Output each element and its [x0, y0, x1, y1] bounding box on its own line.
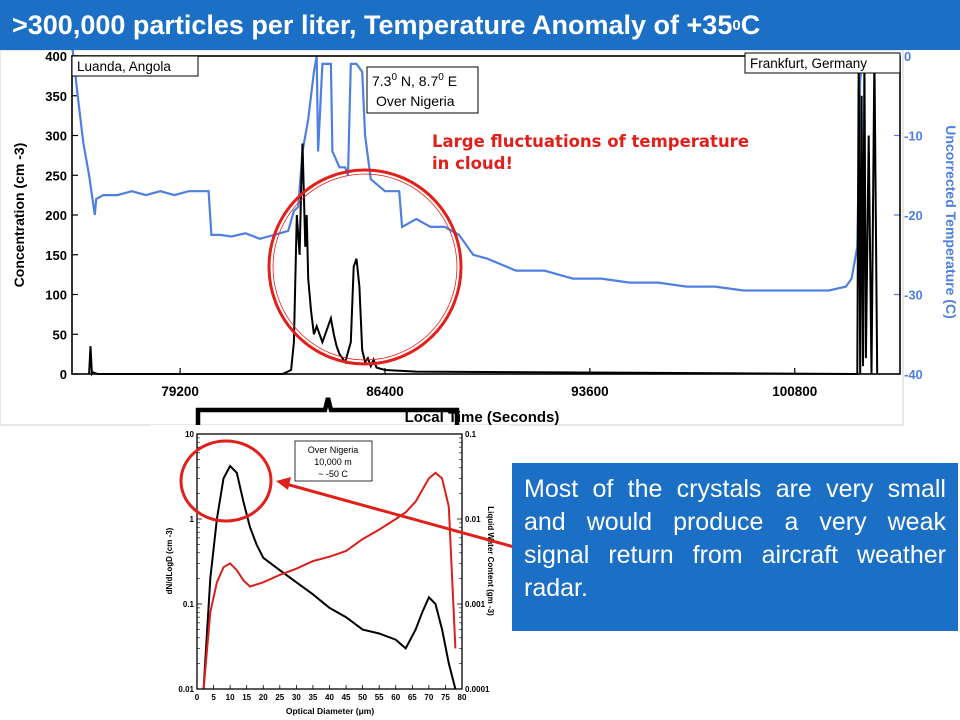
y-axis-right-label: Uncorrected Temperature (C): [943, 125, 959, 318]
temperature-series-line: [71, 50, 865, 292]
inset-y-left-tick-label: 10: [185, 430, 194, 439]
y-right-tick-label: -20: [904, 208, 923, 223]
inset-legend-line1: Over Nigeria: [308, 445, 359, 455]
title-main: >300,000 particles per liter, Temperatur…: [12, 9, 733, 40]
inset-x-tick-label: 60: [391, 693, 400, 702]
y-left-tick-label: 300: [45, 129, 67, 144]
title-end: C: [740, 9, 761, 40]
inset-x-tick-label: 70: [424, 693, 433, 702]
zoom-bracket: [195, 397, 460, 430]
slide-title: >300,000 particles per liter, Temperatur…: [0, 0, 960, 50]
inset-legend-line3: ~ -50 C: [318, 469, 348, 479]
y-left-tick-label: 250: [45, 168, 67, 183]
y-left-tick-label: 200: [45, 208, 67, 223]
coordinates-label: 7.30 N, 8.70 E: [372, 72, 457, 89]
inset-y-left-tick-label: 0.01: [178, 685, 194, 694]
y-left-tick-label: 50: [53, 327, 67, 342]
y-left-tick-label: 150: [45, 248, 67, 263]
y-left-tick-label: 0: [60, 367, 67, 382]
inset-y-right-label: Liquid Water Content (gm -3): [486, 506, 495, 616]
small-crystals-circle: [179, 439, 273, 523]
cloud-highlight-circle: [267, 168, 463, 366]
fluctuation-note: Large fluctuations of temperature in clo…: [432, 131, 749, 175]
y-right-tick-label: -10: [904, 129, 923, 144]
main-chart: 0 50 100 150 200 250 300 350 400 0 -10 -20 -30 -40 7…: [0, 50, 959, 430]
x-axis-label: Local Time (Seconds): [405, 409, 560, 426]
fluctuation-note-line2: in cloud!: [432, 154, 514, 173]
y-right-tick-label: 0: [904, 50, 911, 64]
inset-x-tick-label: 20: [259, 693, 268, 702]
inset-x-tick-label: 35: [308, 693, 317, 702]
y-right-tick-label: -30: [904, 288, 923, 303]
inset-y-right-tick-label: 0.001: [465, 600, 486, 609]
inset-x-tick-label: 40: [325, 693, 334, 702]
x-tick-label: 100800: [772, 384, 817, 399]
title-degree-sup: 0: [732, 16, 741, 34]
inset-x-tick-label: 55: [375, 693, 384, 702]
end-location-label: Frankfurt, Germany: [750, 56, 867, 71]
y-axis-left-label: Concentration (cm -3): [11, 143, 27, 288]
explanation-callout: Most of the crystals are very small and …: [512, 463, 958, 631]
coordinates-label-line2: Over Nigeria: [376, 93, 455, 109]
inset-y-right-tick-label: 0.0001: [465, 685, 490, 694]
liquid-water-content-line: [202, 471, 457, 690]
number-distribution-line: [202, 464, 457, 690]
y-left-tick-label: 400: [45, 50, 67, 64]
inset-x-tick-label: 25: [275, 693, 284, 702]
inset-x-tick-label: 65: [408, 693, 417, 702]
inset-x-label: Optical Diameter (μm): [286, 706, 375, 716]
inset-y-left-tick-label: 1: [190, 515, 195, 524]
fluctuation-note-line1: Large fluctuations of temperature: [432, 132, 750, 151]
size-distribution-chart: 0 5 10 15 20 25 30 35 40 45 50 55 60 65 70 75 80 10 1 0.1 0.…: [150, 425, 510, 720]
inset-x-tick-label: 45: [342, 693, 351, 702]
inset-y-left-label: dN/dLogD (cm -3): [165, 527, 174, 594]
inset-x-tick-label: 30: [292, 693, 301, 702]
inset-y-right-tick-label: 0.01: [465, 515, 481, 524]
x-tick-label: 86400: [366, 384, 404, 399]
inset-x-tick-label: 10: [226, 693, 235, 702]
inset-x-tick-label: 15: [242, 693, 251, 702]
start-location-label: Luanda, Angola: [77, 59, 171, 74]
inset-x-tick-label: 0: [195, 693, 200, 702]
y-left-tick-label: 100: [45, 288, 67, 303]
x-tick-label: 79200: [161, 384, 199, 399]
y-left-tick-label: 350: [45, 89, 67, 104]
inset-x-tick-label: 50: [358, 693, 367, 702]
inset-x-tick-label: 75: [441, 693, 450, 702]
inset-x-tick-label: 5: [211, 693, 216, 702]
inset-y-left-tick-label: 0.1: [183, 600, 195, 609]
inset-legend-line2: 10,000 m: [314, 457, 352, 467]
y-right-tick-label: -40: [904, 367, 923, 382]
inset-y-right-tick-label: 0.1: [465, 430, 477, 439]
inset-x-tick-label: 80: [458, 693, 467, 702]
x-tick-label: 93600: [571, 384, 609, 399]
